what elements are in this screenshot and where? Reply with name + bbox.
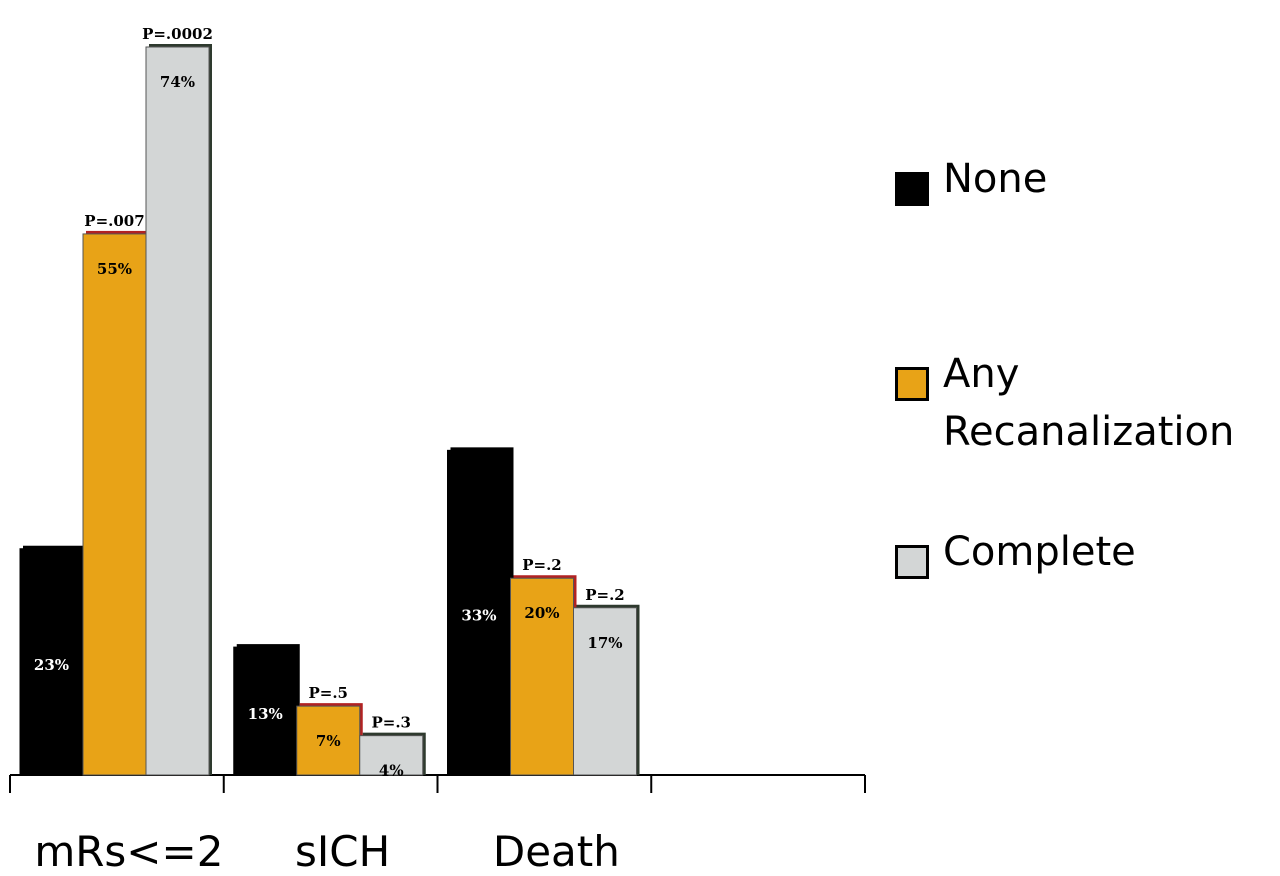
- data-label-any-recanalization-death: 20%: [524, 604, 559, 622]
- data-label-complete-sich: 4%: [379, 762, 404, 780]
- data-label-complete-death: 17%: [587, 634, 622, 652]
- p-value-any-recanalization-sich: P=.5: [308, 684, 348, 702]
- bar-any-recanalization-sich: [296, 705, 361, 776]
- data-label-none-death: 33%: [461, 607, 496, 625]
- data-label-any-recanalization-sich: 7%: [316, 732, 341, 750]
- bar-complete-mrs-2: [145, 46, 210, 776]
- p-value-complete-death: P=.2: [585, 586, 625, 604]
- legend-label-none: None: [943, 156, 1048, 202]
- legend-item-any-recanalization: Any Recanalization: [895, 345, 1273, 461]
- bar-complete-death: [573, 607, 637, 776]
- p-value-any-recanalization-death: P=.2: [522, 556, 562, 574]
- category-label-death: Death: [493, 827, 620, 876]
- legend-label-complete: Complete: [943, 529, 1136, 575]
- p-value-complete-mrs-2: P=.0002: [142, 25, 213, 43]
- legend: None Any Recanalization Complete: [895, 150, 1280, 610]
- legend-swatch-any-recanalization: [895, 367, 929, 401]
- legend-swatch-complete: [895, 545, 929, 579]
- legend-label-any-recanalization: Any Recanalization: [943, 351, 1235, 455]
- bar-any-recanalization-mrs-2: [82, 233, 147, 776]
- legend-item-complete: Complete: [895, 523, 1136, 581]
- bar-none-death: [447, 449, 511, 776]
- legend-item-none: None: [895, 150, 1047, 208]
- category-label-sich: sICH: [295, 827, 390, 876]
- legend-swatch-none: [895, 172, 929, 206]
- data-label-complete-mrs-2: 74%: [160, 73, 195, 91]
- p-value-any-recanalization-mrs-2: P=.007: [84, 212, 144, 230]
- data-label-none-sich: 13%: [248, 705, 283, 723]
- bar-complete-sich: [359, 735, 424, 776]
- bar-any-recanalization-death: [510, 577, 574, 776]
- data-label-none-mrs-2: 23%: [34, 656, 69, 674]
- p-value-complete-sich: P=.3: [371, 714, 411, 732]
- data-label-any-recanalization-mrs-2: 55%: [97, 260, 132, 278]
- category-label-mrs-2: mRs<=2: [34, 827, 223, 876]
